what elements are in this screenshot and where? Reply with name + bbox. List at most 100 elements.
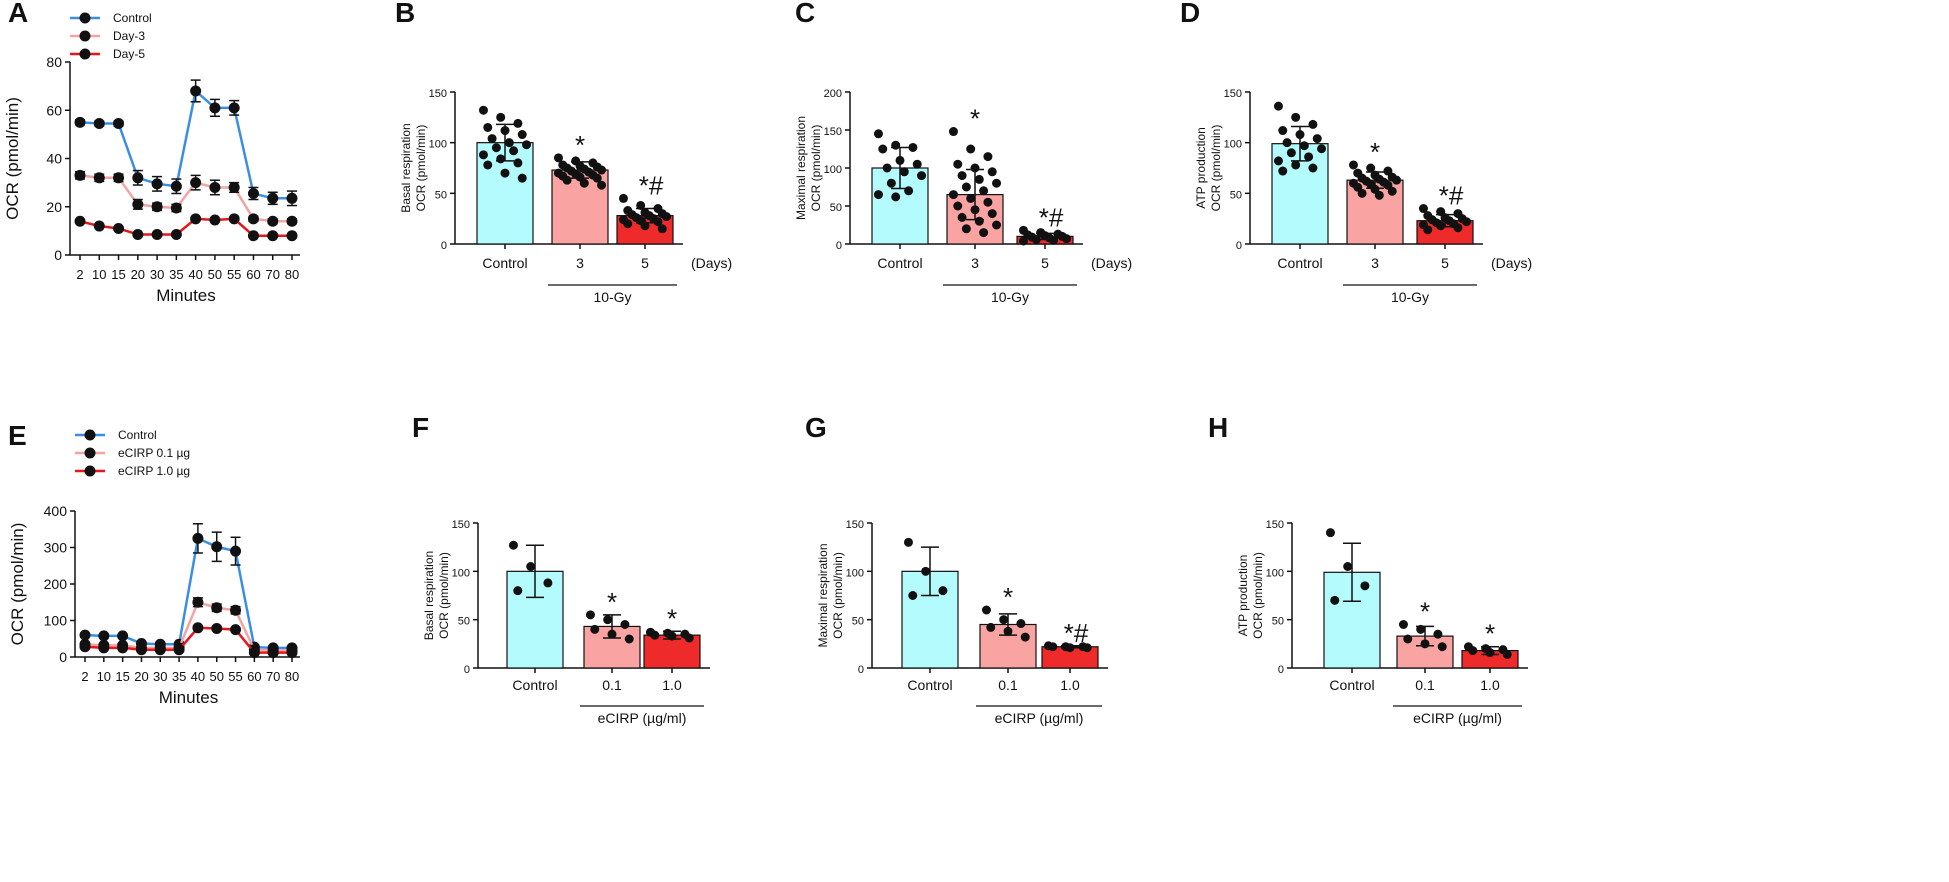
bar-group-2: 5 *# [1016, 202, 1074, 271]
y-tick-label: 0 [441, 240, 447, 252]
data-point [190, 213, 202, 225]
data-point [620, 620, 630, 629]
data-point [170, 202, 182, 214]
significance-annotation: * [667, 603, 677, 633]
y-tick-label: 100 [452, 567, 470, 579]
data-point [79, 641, 91, 653]
data-point [286, 647, 298, 659]
group-label: eCIRP (µg/ml) [1413, 710, 1502, 726]
data-point [983, 197, 993, 207]
y-axis-label-line: Basal respiration [399, 123, 413, 212]
panel-letter: B [395, 0, 415, 28]
data-point [999, 615, 1009, 625]
data-point [653, 217, 663, 227]
bar-group-1: 0.1 * [979, 582, 1037, 693]
data-point [151, 228, 163, 240]
data-point [190, 177, 202, 189]
series-line [79, 174, 292, 223]
data-point [667, 631, 677, 641]
y-tick-label: 100 [1224, 139, 1242, 151]
data-point [1453, 223, 1463, 233]
data-point [579, 178, 589, 188]
data-point [908, 591, 918, 600]
y-tick-label: 200 [824, 88, 842, 100]
x-tick-label: Control [907, 677, 952, 693]
data-point [228, 181, 240, 193]
y-tick-label: 50 [1272, 616, 1284, 628]
y-axis-label-line: OCR (pmol/min) [437, 552, 451, 639]
data-point [603, 615, 613, 625]
data-point [74, 169, 86, 181]
y-axis-label-line: ATP production [1236, 555, 1250, 637]
data-point [553, 153, 563, 163]
y-tick-label: 100 [824, 164, 842, 176]
data-point [267, 647, 279, 659]
data-point [1308, 119, 1318, 129]
y-axis-label-line: OCR (pmol/min) [414, 125, 428, 212]
data-point [948, 190, 958, 200]
panel-c: C 0 50 100 150 200 Maximal respirationOCR (pmo… [794, 0, 1132, 305]
y-tick-label: 150 [429, 88, 447, 100]
data-point [286, 215, 298, 227]
data-point [590, 624, 600, 634]
data-point [173, 644, 185, 656]
panel-b: B 0 50 100 150 Basal respirationOCR (pmol/min… [395, 0, 732, 305]
bar-group-2: 1.0 * [1461, 619, 1519, 693]
data-point [247, 230, 259, 242]
legend-label: Day-5 [113, 47, 145, 61]
y-axis-label-line: Maximal respiration [794, 116, 808, 220]
significance-annotation: *# [1064, 618, 1089, 648]
data-point [1374, 190, 1384, 200]
series-2 [74, 213, 298, 242]
x-tick-label: 55 [228, 669, 242, 684]
x-tick-label: 20 [131, 267, 145, 282]
data-point [961, 182, 971, 192]
data-point [170, 228, 182, 240]
panel-letter: E [8, 420, 27, 451]
data-point [1317, 144, 1327, 154]
significance-annotation: * [575, 130, 585, 160]
significance-annotation: * [970, 104, 980, 134]
y-tick-label: 0 [1278, 664, 1284, 676]
y-axis-label: ATP productionOCR (pmol/min) [1236, 552, 1265, 639]
y-tick-label: 0 [464, 664, 470, 676]
panel-a: A 0 20 40 60 80 2 10 15 20 30 35 40 50 55 60 70 80 Minutes… [3, 0, 300, 305]
x-axis-label: Minutes [159, 688, 219, 707]
y-tick-label: 20 [46, 199, 62, 215]
y-tick-label: 50 [1230, 189, 1242, 201]
data-point [987, 209, 997, 219]
data-point [1433, 629, 1443, 639]
data-point [1299, 141, 1309, 151]
y-axis-label: OCR (pmol/min) [3, 97, 22, 220]
x-tick-label: 10 [92, 267, 106, 282]
unit-label: (Days) [1091, 255, 1132, 271]
panel-letter: F [412, 412, 429, 443]
data-point [209, 102, 221, 114]
bar-group-0: Control [901, 537, 959, 693]
y-tick-label: 50 [852, 616, 864, 628]
y-axis-label-line: OCR (pmol/min) [1209, 125, 1223, 212]
y-tick-label: 0 [858, 664, 864, 676]
data-point [478, 150, 488, 160]
data-point [684, 633, 694, 643]
y-axis-label: Basal respirationOCR (pmol/min) [422, 551, 451, 640]
data-point [522, 140, 532, 150]
significance-annotation: * [1003, 582, 1013, 612]
significance-annotation: * [1485, 619, 1495, 649]
x-tick-label: 2 [81, 669, 88, 684]
data-point [211, 541, 223, 553]
bar-group-1: 3* [551, 130, 609, 271]
data-point [1468, 646, 1478, 656]
data-point [500, 126, 510, 136]
data-point [1018, 236, 1028, 246]
y-axis-label: OCR (pmol/min) [8, 523, 27, 646]
data-point [585, 610, 595, 620]
x-tick-label: 10 [97, 669, 111, 684]
bar-group-0: Control [1323, 528, 1381, 693]
x-tick-label: Control [482, 255, 527, 271]
data-point [618, 193, 628, 203]
x-tick-label: 2 [76, 267, 83, 282]
bar-group-0: Control [871, 129, 929, 271]
data-point [93, 220, 105, 232]
data-point [953, 159, 963, 169]
